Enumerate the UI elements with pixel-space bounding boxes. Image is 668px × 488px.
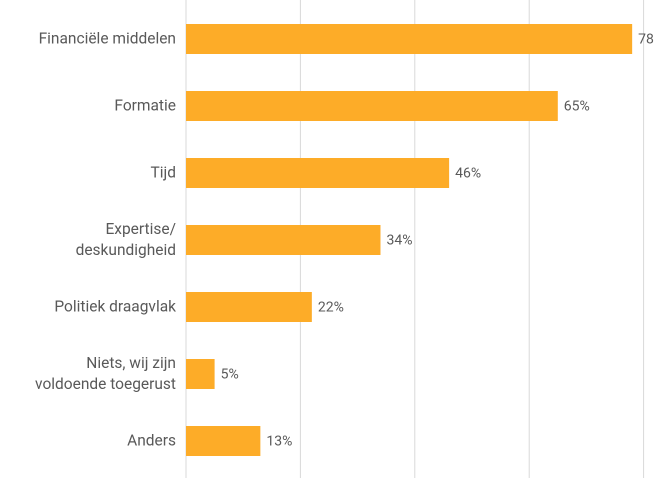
data-label: 22%: [318, 300, 344, 316]
data-label: 13%: [266, 434, 292, 450]
data-label: 78: [638, 32, 654, 48]
bar: [186, 91, 558, 121]
data-label: 5%: [221, 367, 239, 383]
bar: [186, 225, 381, 255]
y-tick-label: Politiek draagvlak: [54, 297, 176, 316]
bar: [186, 158, 450, 188]
data-label: 34%: [386, 233, 412, 249]
bar: [186, 292, 312, 322]
data-label: 46%: [455, 166, 481, 182]
bar: [186, 24, 633, 54]
bar: [186, 359, 215, 389]
y-tick-label: Tijd: [150, 163, 176, 182]
data-label: 65%: [564, 99, 590, 115]
y-tick-label: Formatie: [114, 96, 176, 115]
bar: [186, 426, 261, 456]
y-tick-label: Anders: [127, 431, 176, 450]
y-tick-label: Niets, wij zijn voldoende toegerust: [35, 354, 176, 393]
y-tick-label: Financiële middelen: [38, 29, 176, 48]
y-tick-label: Expertise/ deskundigheid: [75, 220, 176, 259]
